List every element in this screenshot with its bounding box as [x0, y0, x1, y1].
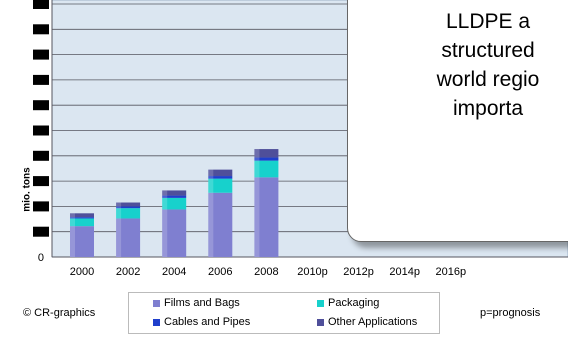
y-tick-label-hidden	[33, 226, 49, 237]
callout-line-4: importa	[452, 97, 524, 120]
bar-highlight	[254, 149, 260, 158]
bar-segment	[208, 176, 233, 179]
bar-highlight	[116, 206, 122, 209]
y-tick-label: 0	[38, 252, 44, 264]
x-tick-label: 2006	[208, 266, 232, 278]
bar-segment	[162, 209, 187, 257]
legend-item-packaging: Packaging	[317, 297, 379, 309]
bar-segment	[254, 160, 279, 178]
bar-highlight	[116, 218, 122, 257]
legend-swatch-other-applications	[317, 318, 324, 326]
bar-segment	[70, 213, 94, 218]
bar-highlight	[162, 209, 168, 257]
legend-swatch-packaging	[317, 299, 324, 307]
bar-highlight	[70, 213, 75, 218]
y-tick-label-hidden	[33, 49, 49, 60]
bar-segment	[70, 226, 94, 257]
bar-segment	[208, 178, 233, 193]
legend-label-packaging: Packaging	[328, 297, 380, 309]
bar-highlight	[208, 176, 214, 179]
x-tick-label: 2012p	[343, 266, 374, 278]
bar-highlight	[116, 208, 122, 219]
x-tick-label: 2016p	[436, 266, 467, 278]
callout-box: LLDPE a structured world regio importa	[347, 0, 568, 242]
bar-segment	[208, 192, 233, 257]
bar-segment	[116, 206, 141, 209]
legend-swatch-cables-pipes	[153, 318, 160, 326]
bar-segment	[254, 157, 279, 161]
callout-text: LLDPE a structured world regio importa	[348, 7, 568, 123]
bar-segment	[116, 208, 141, 219]
x-tick-label: 2008	[254, 266, 278, 278]
legend-item-other-applications: Other Applications	[317, 316, 417, 328]
bar-segment	[162, 195, 187, 198]
y-tick-label-hidden	[33, 0, 49, 9]
bar-highlight	[162, 190, 168, 196]
bar-segment	[162, 190, 187, 196]
legend: Films and Bags Packaging Cables and Pipe…	[128, 292, 440, 334]
y-tick-label-hidden	[33, 24, 49, 35]
x-tick-label: 2002	[116, 266, 140, 278]
legend-swatch-films-bags	[153, 299, 160, 307]
legend-item-cables-pipes: Cables and Pipes	[153, 316, 250, 328]
bar-highlight	[70, 217, 75, 219]
bar-highlight	[70, 226, 75, 257]
copyright-text: © CR-graphics	[23, 307, 96, 319]
axis-ticks: 0 2000 2002 2004 2006 2008 2010p 2012p 2014p 2016…	[33, 0, 466, 278]
bars-group	[70, 149, 279, 257]
legend-label-other-applications: Other Applications	[328, 316, 418, 328]
legend-label-films-bags: Films and Bags	[164, 297, 240, 309]
y-tick-label-hidden	[33, 150, 49, 161]
bar-highlight	[116, 202, 122, 207]
bar-highlight	[254, 177, 260, 257]
bar-highlight	[208, 169, 214, 177]
y-axis-label: mio. tons	[21, 167, 33, 212]
y-tick-label-hidden	[33, 125, 49, 136]
bar-segment	[254, 149, 279, 158]
bar-segment	[116, 218, 141, 257]
legend-label-cables-pipes: Cables and Pipes	[164, 316, 251, 328]
bar-segment	[116, 202, 141, 207]
bar-highlight	[162, 197, 168, 210]
callout-line-2: structured	[441, 39, 535, 62]
y-tick-label-hidden	[33, 201, 49, 212]
prognosis-note: p=prognosis	[480, 307, 541, 319]
callout-line-3: world regio	[436, 68, 540, 91]
bar-segment	[254, 177, 279, 257]
bar-highlight	[254, 157, 260, 161]
bar-segment	[208, 169, 233, 177]
bar-highlight	[208, 178, 214, 193]
x-tick-label: 2014p	[389, 266, 420, 278]
x-tick-label: 2000	[70, 266, 94, 278]
bar-highlight	[162, 195, 168, 198]
bar-highlight	[254, 160, 260, 178]
x-tick-label: 2004	[162, 266, 186, 278]
x-tick-label: 2010p	[297, 266, 328, 278]
y-tick-label-hidden	[33, 100, 49, 111]
bar-segment	[70, 218, 94, 227]
bar-segment	[162, 197, 187, 210]
callout-line-1: LLDPE a	[445, 10, 531, 33]
legend-item-films-bags: Films and Bags	[153, 297, 240, 309]
y-tick-label-hidden	[33, 176, 49, 187]
y-tick-label-hidden	[33, 74, 49, 85]
bar-highlight	[208, 192, 214, 257]
bar-segment	[70, 217, 94, 219]
bar-highlight	[70, 218, 75, 227]
